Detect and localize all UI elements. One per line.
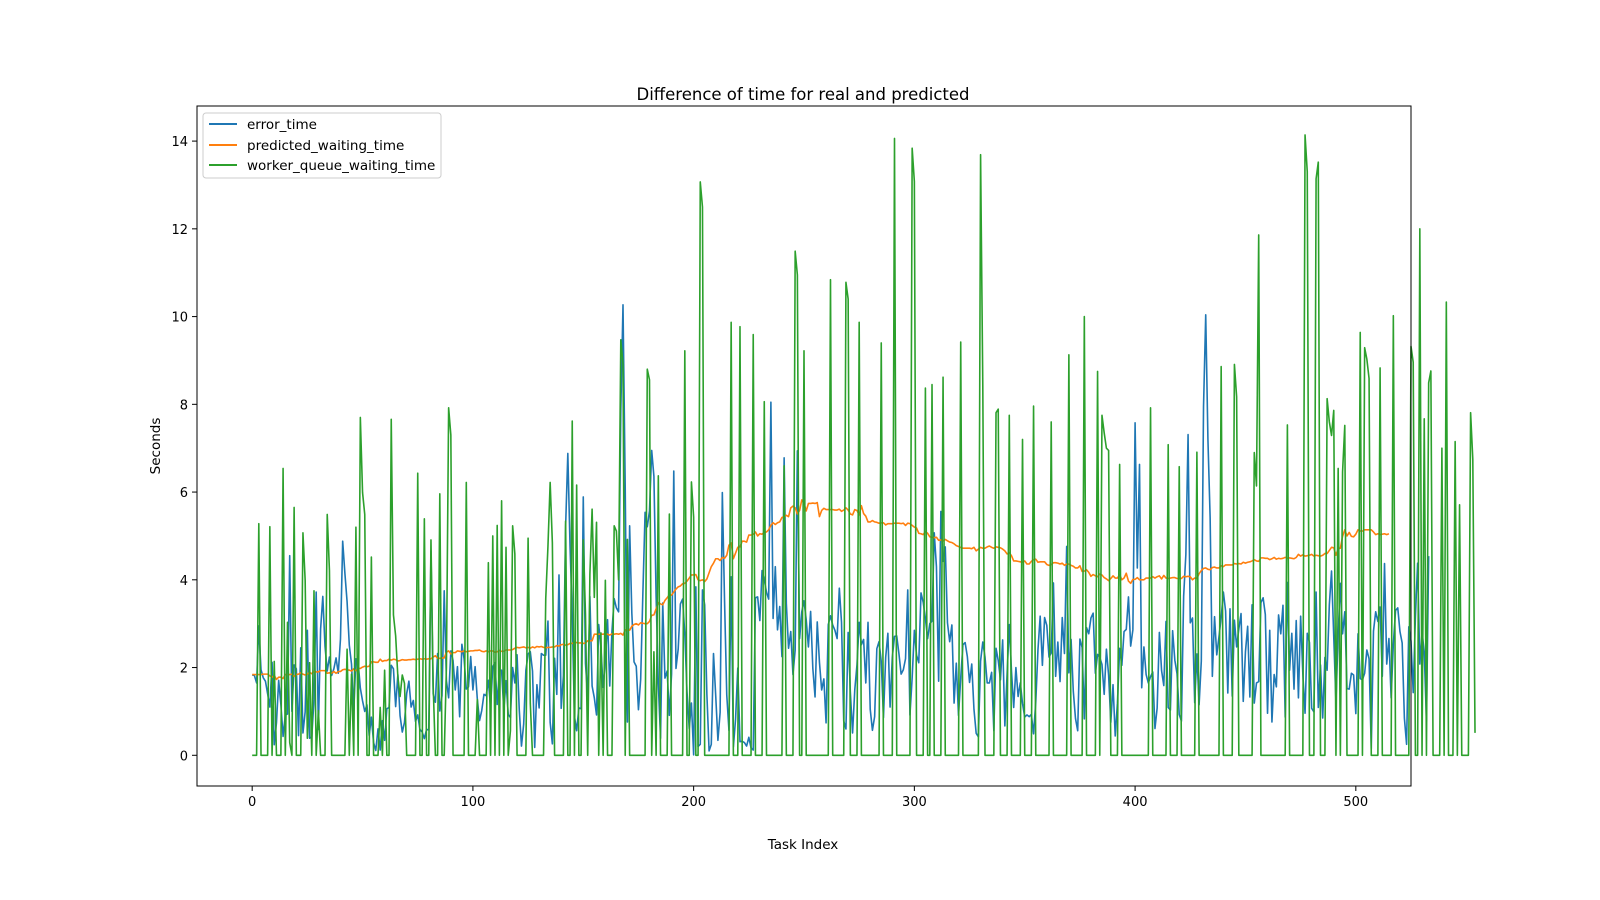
- chart-title: Difference of time for real and predicte…: [637, 85, 970, 104]
- x-tick-label: 500: [1343, 795, 1368, 810]
- y-axis: 0 2 4 6 8 10 12 14: [171, 135, 197, 764]
- x-tick-label: 0: [248, 795, 256, 810]
- x-tick-label: 100: [460, 795, 485, 810]
- y-axis-title: Seconds: [148, 418, 164, 475]
- x-tick-label: 300: [902, 795, 927, 810]
- y-tick-label: 6: [180, 486, 188, 501]
- plot-frame: [196, 105, 1412, 787]
- y-tick-label: 10: [171, 311, 188, 326]
- x-tick-label: 200: [681, 795, 706, 810]
- legend-label-worker-queue-waiting-time: worker_queue_waiting_time: [247, 158, 435, 174]
- y-tick-label: 12: [171, 223, 188, 238]
- y-tick-label: 8: [180, 398, 188, 413]
- x-axis: 0 100 200 300 400 500: [248, 786, 1368, 810]
- plot-lines: [252, 134, 1476, 757]
- series-line-worker-queue-waiting-time: [252, 134, 1476, 757]
- legend-label-predicted-waiting-time: predicted_waiting_time: [247, 138, 404, 154]
- legend-box: [202, 112, 442, 179]
- y-tick-label: 14: [171, 135, 188, 150]
- x-axis-title: Task Index: [767, 837, 839, 853]
- y-tick-label: 4: [180, 574, 188, 589]
- legend: error_time predicted_waiting_time worker…: [202, 112, 442, 179]
- y-tick-label: 2: [180, 662, 188, 677]
- x-tick-label: 400: [1123, 795, 1148, 810]
- legend-label-error-time: error_time: [247, 117, 317, 133]
- y-tick-label: 0: [180, 749, 188, 764]
